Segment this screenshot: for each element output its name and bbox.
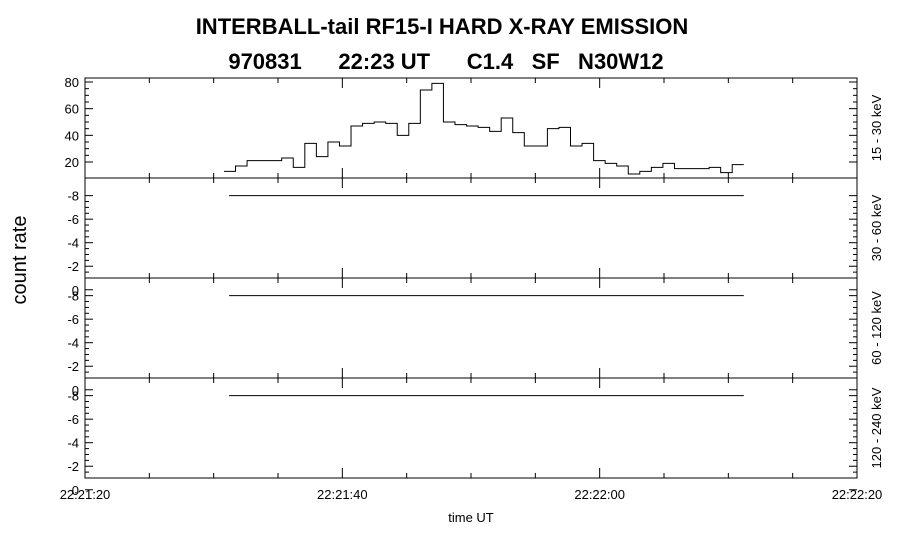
- x-tick-label: 22:21:40: [317, 487, 368, 502]
- y-tick-label: -4: [67, 436, 79, 451]
- y-tick-label: 0: [72, 483, 79, 498]
- y-tick-label: 0: [72, 283, 79, 298]
- y-tick-label: 20: [65, 155, 79, 170]
- chart-subtitle: 970831 22:23 UT C1.4 SF N30W12: [228, 49, 663, 74]
- y-tick-label: -6: [67, 212, 79, 227]
- y-tick-label: -8: [67, 289, 79, 304]
- y-tick-label: -2: [67, 359, 79, 374]
- panel-frame: [84, 277, 858, 379]
- y-tick-label: -8: [67, 389, 79, 404]
- y-tick-label: -6: [67, 412, 79, 427]
- y-tick-label: -2: [67, 259, 79, 274]
- plot-area: 20 40 60 80 15 - 30 keV -8 -6 -4 -2 0 30 - 60 keV -…: [60, 75, 884, 502]
- y-axis-label: count rate: [9, 216, 31, 305]
- band-label: 60 - 120 keV: [869, 291, 884, 365]
- panel-frame: [84, 377, 858, 479]
- chart-title: INTERBALL-tail RF15-I HARD X-RAY EMISSIO…: [196, 14, 689, 39]
- panel-frame: [84, 77, 858, 179]
- y-tick-label: -6: [67, 312, 79, 327]
- y-tick-label: -8: [67, 189, 79, 204]
- band-label: 15 - 30 keV: [869, 94, 884, 161]
- band-label: 120 - 240 keV: [869, 387, 884, 468]
- y-tick-label: 80: [65, 75, 79, 90]
- x-axis-label: time UT: [448, 510, 494, 525]
- panel-frame: [84, 177, 858, 279]
- x-tick-label: 22:22:00: [574, 487, 625, 502]
- series-step-line: [223, 82, 744, 175]
- x-tick-label: 22:22:20: [832, 487, 883, 502]
- x-tick-label: 22:21:20: [60, 487, 111, 502]
- y-tick-label: -2: [67, 459, 79, 474]
- y-tick-label: -4: [67, 236, 79, 251]
- y-tick-label: 0: [72, 383, 79, 398]
- band-label: 30 - 60 keV: [869, 194, 884, 261]
- y-tick-label: -4: [67, 336, 79, 351]
- y-tick-label: 60: [65, 102, 79, 117]
- y-tick-label: 40: [65, 128, 79, 143]
